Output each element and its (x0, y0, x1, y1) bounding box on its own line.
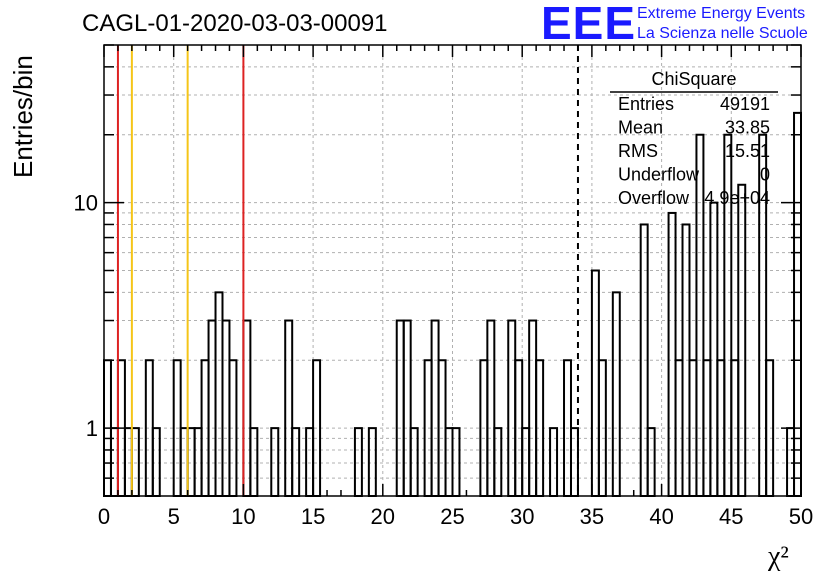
y-tick-label: 10 (74, 191, 98, 216)
x-tick-label: 25 (440, 504, 464, 529)
histogram-bin (486, 319, 496, 497)
histogram-bin (221, 319, 231, 497)
histogram-bin (695, 133, 705, 497)
x-tick-label: 10 (231, 504, 255, 529)
logo-line-1: Extreme Energy Events (637, 5, 806, 22)
chart-title: CAGL-01-2020-03-03-00091 (82, 10, 388, 37)
histogram-bin (207, 319, 217, 497)
histogram-bin (611, 291, 621, 497)
histogram-bin (590, 269, 600, 497)
ticks-layer: 0 5 10 15 20 25 30 35 40 45 50 1 10 (74, 44, 813, 529)
x-tick-label: 50 (789, 504, 813, 529)
histogram-bin (395, 319, 405, 497)
eee-logo-letters: EEE (541, 0, 637, 49)
histogram-bin (737, 183, 747, 497)
stats-row-value: 0 (760, 165, 770, 185)
histogram-bin (242, 319, 252, 497)
histogram-bin (709, 201, 719, 497)
histogram-bin (430, 319, 440, 497)
stats-row-label: RMS (618, 141, 658, 161)
stats-row-value: 15.51 (725, 141, 770, 161)
x-tick-label: 40 (649, 504, 673, 529)
stats-title: ChiSquare (651, 69, 736, 89)
stats-row-value: 33.85 (725, 118, 770, 138)
x-tick-label: 20 (371, 504, 395, 529)
vertical-lines-layer (116, 45, 579, 496)
histogram-bin (528, 319, 538, 497)
x-tick-label: 30 (510, 504, 534, 529)
logo-line-2: La Scienza nelle Scuole (637, 25, 808, 42)
y-axis-title: Entries/bin (8, 55, 38, 178)
stats-row-label: Overflow (618, 188, 690, 208)
stats-row-label: Entries (618, 94, 674, 114)
x-tick-label: 0 (98, 504, 110, 529)
stats-box: ChiSquare Entries 49191 Mean 33.85 RMS 15.51 U… (610, 69, 778, 208)
x-tick-label: 45 (719, 504, 743, 529)
x-tick-label: 15 (301, 504, 325, 529)
histogram-bin (507, 319, 517, 497)
stats-row-label: Mean (618, 118, 663, 138)
histogram-bin (402, 319, 412, 497)
x-axis-title: χ² (767, 541, 789, 572)
histogram-bin (667, 211, 677, 498)
stats-row-label: Underflow (618, 165, 700, 185)
histogram-bin (284, 319, 294, 497)
stats-row-value: 4.9e+04 (704, 188, 770, 208)
x-tick-label: 35 (580, 504, 604, 529)
stats-row-value: 49191 (720, 94, 770, 114)
histogram-bin (214, 291, 224, 497)
y-tick-label: 1 (86, 416, 98, 441)
x-tick-label: 5 (168, 504, 180, 529)
